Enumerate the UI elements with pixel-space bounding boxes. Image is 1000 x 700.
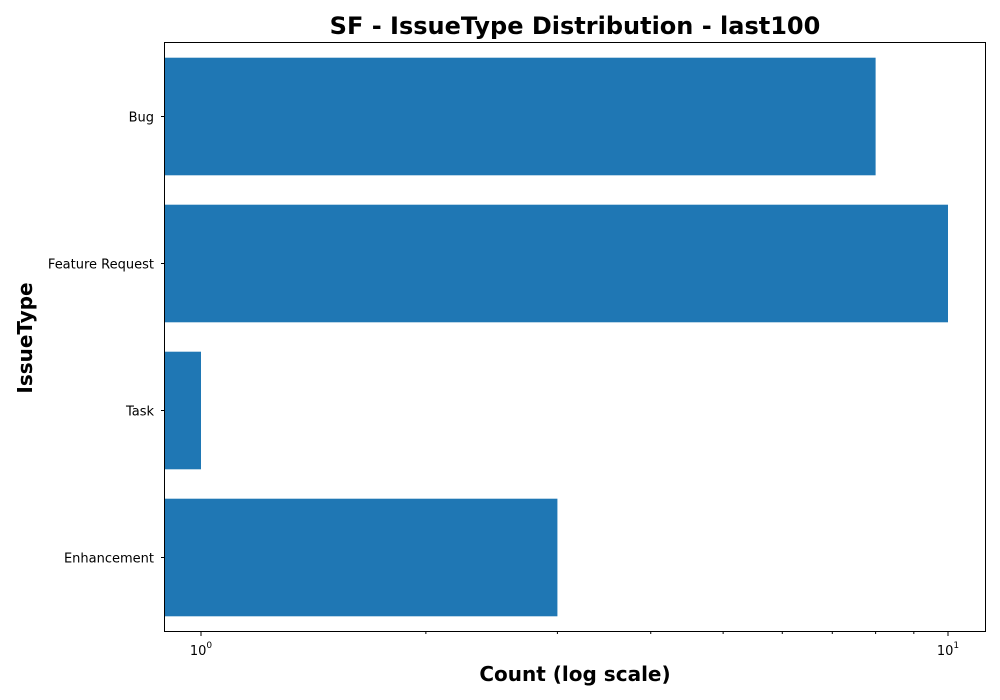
x-tick-label: 101 xyxy=(937,641,959,659)
x-axis-label: Count (log scale) xyxy=(479,662,670,686)
chart-title: SF - IssueType Distribution - last100 xyxy=(330,12,821,40)
y-axis-label: IssueType xyxy=(13,282,37,393)
y-axis-ticks: Bug Feature Request Task Enhancement xyxy=(48,111,165,567)
y-tick-label-bug: Bug xyxy=(129,111,154,126)
plot-frame xyxy=(164,42,986,632)
x-tick-label: 100 xyxy=(190,641,213,659)
y-tick-label-enhancement: Enhancement xyxy=(64,552,154,567)
bar-bug xyxy=(165,57,876,176)
y-tick-label-task: Task xyxy=(125,405,155,420)
bar-enhancement xyxy=(165,498,558,617)
y-tick-label-feature-request: Feature Request xyxy=(48,258,154,273)
bars-group xyxy=(165,57,948,617)
bar-task xyxy=(165,351,201,470)
bar-feature-request xyxy=(165,204,948,323)
